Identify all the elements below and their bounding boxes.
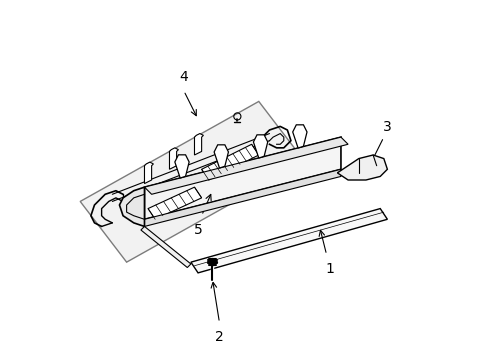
Text: 5: 5 <box>193 223 202 237</box>
Polygon shape <box>80 102 305 262</box>
Polygon shape <box>119 187 144 226</box>
Text: 2: 2 <box>215 330 224 344</box>
Polygon shape <box>144 162 153 184</box>
Polygon shape <box>144 169 340 226</box>
Polygon shape <box>253 135 267 158</box>
Polygon shape <box>169 148 178 169</box>
Text: 3: 3 <box>382 120 391 134</box>
Polygon shape <box>175 155 189 178</box>
Polygon shape <box>190 208 386 273</box>
Polygon shape <box>141 226 190 267</box>
Polygon shape <box>201 144 258 180</box>
Polygon shape <box>144 137 347 194</box>
Polygon shape <box>194 134 203 155</box>
Text: 4: 4 <box>179 69 188 84</box>
Text: 1: 1 <box>325 262 334 276</box>
Polygon shape <box>144 137 340 219</box>
Polygon shape <box>292 125 306 148</box>
Polygon shape <box>148 187 201 219</box>
Polygon shape <box>214 145 228 168</box>
Polygon shape <box>337 155 386 180</box>
